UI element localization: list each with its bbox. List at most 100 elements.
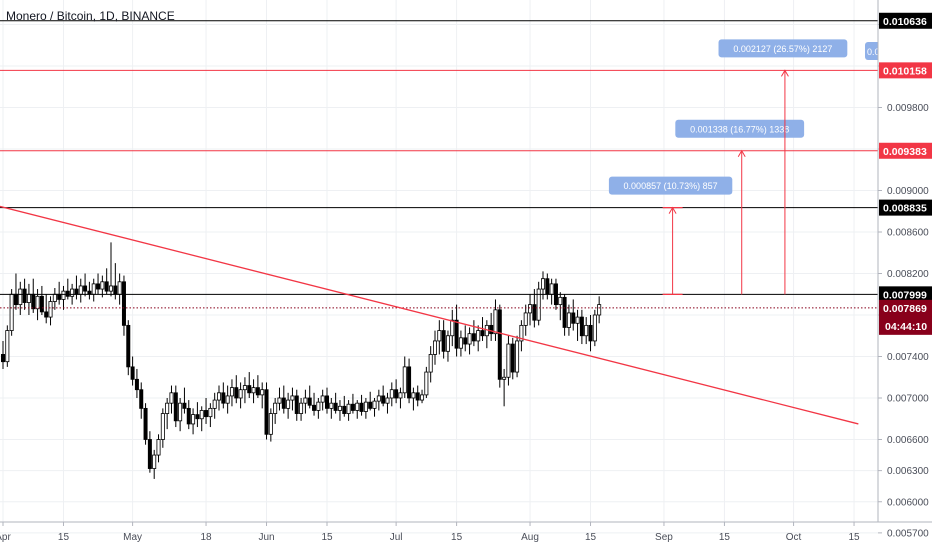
descending-trendline[interactable]	[0, 205, 859, 425]
candle-body	[130, 366, 135, 380]
candle-body	[549, 283, 554, 295]
arrow-up-icon	[780, 69, 789, 77]
candle-body	[350, 403, 355, 411]
candle-body	[420, 394, 425, 401]
measurements[interactable]: 0.000857 (10.73%) 857 0.001338 (16.77%) 1…	[608, 39, 885, 295]
time-tick-label: 15	[321, 532, 333, 543]
candle-body	[597, 304, 602, 316]
candle-body	[160, 413, 165, 440]
candle-body	[104, 281, 109, 292]
candle-body	[303, 397, 308, 404]
candle-body	[139, 389, 144, 409]
candle-body	[216, 392, 221, 401]
candle-body	[212, 399, 217, 409]
candle-body	[281, 397, 286, 409]
price-tick-label: 0.006600	[887, 435, 929, 446]
price-axis[interactable]: 0.0115000.0110000.0106000.0102000.009800…	[877, 0, 932, 550]
level-price-label: 0.009383	[883, 146, 927, 158]
candle-body	[83, 285, 88, 292]
candle-body	[117, 281, 122, 295]
candle-body	[571, 312, 576, 324]
level-price-label-box[interactable]	[879, 286, 932, 303]
candle-body	[558, 296, 563, 306]
candle-body	[126, 324, 131, 368]
candle-body	[506, 343, 511, 378]
candle-body	[78, 285, 83, 295]
candle-body	[489, 324, 494, 335]
candle-body	[415, 392, 420, 401]
candle-body	[316, 401, 321, 411]
candle-body	[178, 402, 183, 422]
candles	[0, 242, 602, 479]
candle-body	[186, 407, 191, 425]
level-price-label: 0.007999	[883, 289, 927, 301]
time-tick-label: Jun	[258, 532, 274, 543]
candle-body	[592, 314, 597, 342]
candle-body	[121, 281, 126, 326]
candle-body	[532, 304, 537, 321]
candle-body	[152, 454, 157, 469]
candle-body	[57, 293, 62, 300]
candle-body	[510, 343, 515, 373]
candle-body	[437, 330, 442, 342]
candle-body	[260, 389, 265, 396]
level-price-label-box[interactable]	[879, 199, 932, 216]
candle-body	[307, 397, 312, 406]
candle-body	[286, 399, 291, 409]
candle-body	[229, 387, 234, 397]
price-tick-label: 0.005700	[887, 528, 929, 539]
candle-body	[299, 402, 304, 414]
price-tick-label: 0.006000	[887, 497, 929, 508]
candle-body	[22, 288, 27, 303]
candle-body	[113, 285, 118, 295]
horizontal-levels[interactable]	[0, 20, 878, 309]
time-tick-label: 18	[200, 532, 212, 543]
measure-label-box	[608, 176, 733, 195]
candle-body	[372, 400, 377, 409]
candle-body	[359, 402, 364, 412]
level-price-label-box[interactable]	[879, 12, 932, 29]
candle-body	[463, 337, 468, 345]
candle-body	[566, 312, 571, 328]
level-price-label-box[interactable]	[879, 142, 932, 159]
candle-body	[346, 403, 351, 414]
candle-body	[52, 293, 57, 302]
candle-body	[61, 290, 66, 300]
time-tick-label: Jul	[390, 532, 403, 543]
trendline-group[interactable]	[0, 205, 859, 425]
candle-body	[234, 387, 239, 399]
measure-label: 0.002127 (26.57%) 2127	[733, 44, 832, 54]
candle-body	[523, 312, 528, 326]
candle-body	[324, 395, 329, 409]
candle-body	[204, 410, 209, 418]
time-tick-label: Sep	[655, 532, 673, 543]
candle-body	[381, 395, 386, 404]
level-price-label-box[interactable]	[879, 62, 932, 79]
candle-body	[333, 402, 338, 411]
candle-body	[424, 371, 429, 396]
candle-body	[109, 285, 114, 292]
candle-body	[454, 319, 459, 349]
candle-body	[255, 387, 260, 396]
candle-body	[441, 330, 446, 352]
candle-body	[389, 389, 394, 399]
price-tick-label: 0.007400	[887, 352, 929, 363]
time-tick-label: 15	[58, 532, 70, 543]
candle-body	[467, 333, 472, 345]
measure-label: 0.001338 (16.77%) 1338	[690, 124, 789, 134]
candle-body	[476, 330, 481, 342]
candle-body	[91, 283, 96, 295]
time-axis[interactable]: Apr 15 May 18 Jun 15 Jul 15 Aug 15 Sep 15 Oct 15	[0, 521, 932, 543]
candle-body	[143, 407, 148, 440]
countdown-label: 04:44:10	[885, 321, 927, 333]
candle-body	[165, 402, 170, 414]
candle-body	[329, 402, 334, 409]
candle-body	[471, 333, 476, 342]
candle-body	[134, 378, 139, 391]
price-tick-label: 0.009000	[887, 186, 929, 197]
candle-body	[48, 301, 53, 318]
price-tick-label: 0.006300	[887, 466, 929, 477]
price-tick-label: 0.007000	[887, 394, 929, 405]
candle-body	[355, 402, 360, 411]
